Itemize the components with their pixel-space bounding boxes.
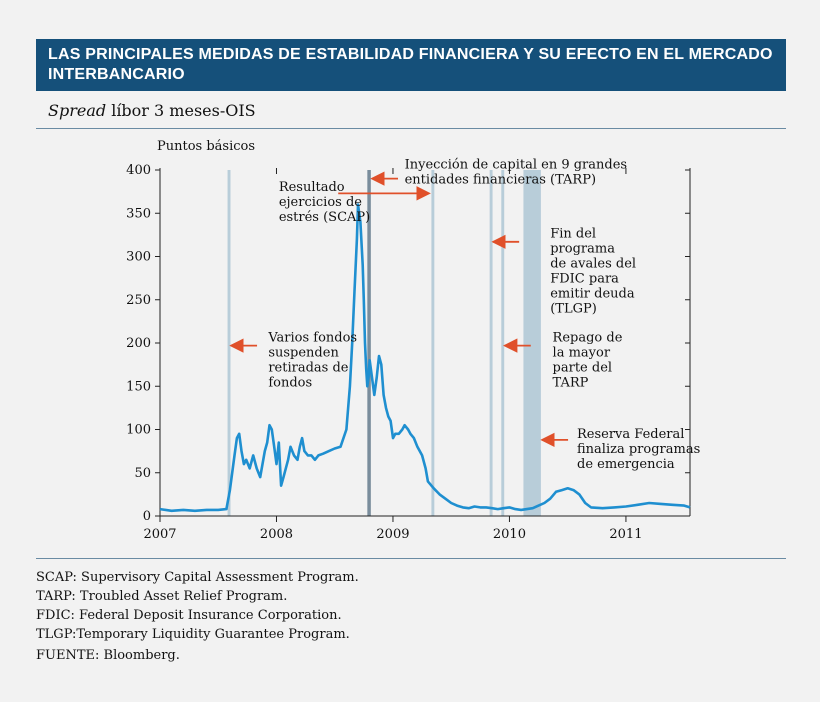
annotation-line: Inyección de capital en 9 grandes <box>405 157 627 172</box>
bottom-rule <box>36 558 786 559</box>
annotation-line: TARP <box>553 375 589 390</box>
footnote: FDIC: Federal Deposit Insurance Corporat… <box>36 608 342 623</box>
annotation-line: FDIC para <box>550 271 619 286</box>
annotation-line: Varios fondos <box>267 330 357 345</box>
annotation-text: Inyección de capital en 9 grandes entidad… <box>405 157 627 187</box>
footnote: SCAP: Supervisory Capital Assessment Pro… <box>36 570 359 585</box>
annotation-line: finaliza programas <box>577 442 700 457</box>
y-axis-label: Puntos básicos <box>157 139 256 154</box>
event-band <box>501 170 505 516</box>
title-bar: LAS PRINCIPALES MEDIDAS DE ESTABILIDAD F… <box>36 39 786 91</box>
event-band <box>367 170 371 516</box>
annotation-line: ejercicios de <box>279 195 362 210</box>
annotation-text: Varios fondos suspenden retiradas de fondos <box>267 330 357 390</box>
annotation-line: retiradas de <box>268 360 348 375</box>
source-note: FUENTE: Bloomberg. <box>36 648 180 663</box>
annotation-line: programa <box>550 241 615 256</box>
chart-title: LAS PRINCIPALES MEDIDAS DE ESTABILIDAD F… <box>48 46 773 83</box>
annotation-text: Reserva Federal finaliza programas de emer… <box>577 427 700 472</box>
annotation-line: Fin del <box>550 226 596 241</box>
event-band <box>431 170 435 516</box>
annotation-line: estrés (SCAP) <box>279 210 370 225</box>
top-rule <box>36 128 786 129</box>
annotation-line: Repago de <box>553 330 623 345</box>
annotation-line: fondos <box>268 375 312 390</box>
subtitle-italic: Spread <box>48 101 107 120</box>
annotation-line: la mayor <box>553 345 611 360</box>
annotation-line: parte del <box>553 360 613 375</box>
x-tick-label: 2011 <box>609 527 642 542</box>
line-chart: 0 50 100 150 200 250 300 350 400 2007 2008 2009 2010… <box>126 157 700 542</box>
annotation-line: entidades financieras (TARP) <box>405 172 596 187</box>
y-tick-label: 100 <box>126 423 151 438</box>
annotation-line: de emergencia <box>577 457 675 472</box>
x-tick-label: 2010 <box>493 527 526 542</box>
annotation-line: (TLGP) <box>550 301 597 316</box>
y-tick-label: 350 <box>126 206 151 221</box>
subtitle-rest: líbor 3 meses-OIS <box>106 101 256 120</box>
y-tick-label: 250 <box>126 293 151 308</box>
footnote: TLGP:Temporary Liquidity Guarantee Progr… <box>36 627 350 642</box>
annotation-text: Repago de la mayor parte del TARP <box>553 330 623 390</box>
chart-subtitle: Spread líbor 3 meses-OIS <box>48 101 256 120</box>
series-line <box>159 203 691 513</box>
x-tick-label: 2008 <box>260 527 293 542</box>
footnote: TARP: Troubled Asset Relief Program. <box>36 589 288 604</box>
event-band <box>489 170 493 516</box>
x-tick-label: 2009 <box>376 527 409 542</box>
event-band <box>523 170 541 516</box>
annotation-line: suspenden <box>268 345 339 360</box>
y-tick-label: 200 <box>126 336 151 351</box>
y-tick-label: 150 <box>126 379 151 394</box>
y-tick-label: 0 <box>143 509 151 524</box>
y-tick-label: 400 <box>126 163 151 178</box>
y-tick-label: 300 <box>126 250 151 265</box>
annotation-line: emitir deuda <box>550 286 635 301</box>
annotation-line: Resultado <box>279 180 345 195</box>
event-band <box>227 170 231 516</box>
x-tick-label: 2007 <box>143 527 176 542</box>
annotation-line: Reserva Federal <box>577 427 684 442</box>
annotation-text: Resultado ejercicios de estrés (SCAP) <box>279 180 370 225</box>
annotation-line: de avales del <box>550 256 636 271</box>
footnotes: SCAP: Supervisory Capital Assessment Pro… <box>36 568 359 644</box>
annotation-text: Fin del programa de avales del FDIC para emi… <box>550 226 636 316</box>
y-tick-label: 50 <box>134 466 151 481</box>
